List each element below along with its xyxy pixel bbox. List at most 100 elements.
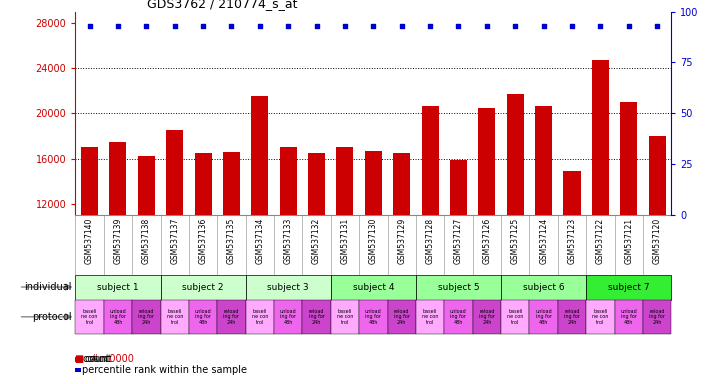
Text: unload
ing for
48h: unload ing for 48h (535, 309, 552, 325)
Bar (393, 153, 410, 339)
Bar (444, 300, 472, 334)
Bar (274, 300, 302, 334)
Bar (109, 142, 126, 339)
Bar (388, 300, 416, 334)
Bar (535, 106, 552, 339)
Text: ■  #cc0000: ■ #cc0000 (75, 354, 134, 364)
Bar (251, 96, 269, 339)
Text: GSM537125: GSM537125 (510, 218, 520, 264)
Point (567, 23, 578, 29)
Bar (331, 300, 359, 334)
Text: reload
ing for
24h: reload ing for 24h (564, 309, 580, 325)
Point (651, 23, 663, 29)
Text: GSM537136: GSM537136 (199, 218, 208, 265)
Bar (189, 300, 218, 334)
Bar (472, 300, 501, 334)
Text: subject 1: subject 1 (97, 283, 139, 291)
Point (339, 23, 350, 29)
Point (396, 23, 408, 29)
Point (481, 23, 493, 29)
Bar (365, 151, 382, 339)
Point (368, 23, 379, 29)
Text: GSM537134: GSM537134 (256, 218, 264, 265)
Text: count: count (83, 354, 110, 364)
Bar (218, 300, 246, 334)
Text: GSM537120: GSM537120 (653, 218, 662, 264)
Bar (620, 102, 638, 339)
Text: GSM537138: GSM537138 (142, 218, 151, 264)
Text: GSM537123: GSM537123 (567, 218, 577, 264)
Text: unload
ing for
48h: unload ing for 48h (450, 309, 467, 325)
Text: unload
ing for
48h: unload ing for 48h (280, 309, 297, 325)
Text: subject 6: subject 6 (523, 283, 564, 291)
Point (623, 23, 635, 29)
Point (254, 23, 266, 29)
Text: GSM537130: GSM537130 (369, 218, 378, 265)
Bar (75, 300, 104, 334)
Text: percentile rank within the sample: percentile rank within the sample (83, 365, 247, 375)
Text: subject 2: subject 2 (182, 283, 224, 291)
Bar (104, 300, 132, 334)
Point (453, 23, 465, 29)
Text: subject 3: subject 3 (267, 283, 309, 291)
Text: GSM537124: GSM537124 (539, 218, 548, 264)
Bar (302, 300, 331, 334)
Point (282, 23, 294, 29)
Text: GSM537131: GSM537131 (340, 218, 350, 264)
Bar (478, 108, 495, 339)
Text: unload
ing for
48h: unload ing for 48h (195, 309, 212, 325)
Text: baseli
ne con
trol: baseli ne con trol (422, 309, 438, 325)
Bar (615, 300, 643, 334)
Text: subject 4: subject 4 (353, 283, 394, 291)
Bar (161, 275, 246, 300)
Text: subject 7: subject 7 (608, 283, 650, 291)
Bar (331, 275, 416, 300)
Bar (558, 300, 586, 334)
Bar (643, 300, 671, 334)
Point (141, 23, 152, 29)
Text: protocol: protocol (32, 312, 72, 322)
Text: reload
ing for
24h: reload ing for 24h (649, 309, 665, 325)
Text: GSM537135: GSM537135 (227, 218, 236, 265)
Text: baseli
ne con
trol: baseli ne con trol (252, 309, 268, 325)
Bar (337, 147, 353, 339)
Bar (81, 147, 98, 339)
Bar (529, 300, 558, 334)
Bar (416, 275, 501, 300)
Bar (166, 130, 183, 339)
Bar (501, 300, 529, 334)
Point (112, 23, 123, 29)
Text: reload
ing for
24h: reload ing for 24h (139, 309, 154, 325)
Point (595, 23, 606, 29)
Point (225, 23, 237, 29)
Text: GSM537121: GSM537121 (624, 218, 633, 264)
Bar (450, 160, 467, 339)
Bar (223, 152, 240, 339)
Bar (507, 94, 523, 339)
Text: GSM537133: GSM537133 (284, 218, 293, 265)
Bar (308, 153, 325, 339)
Bar (195, 153, 212, 339)
Text: GSM537126: GSM537126 (482, 218, 491, 264)
Bar (592, 60, 609, 339)
Bar (564, 171, 581, 339)
Point (169, 23, 180, 29)
Bar (138, 156, 155, 339)
Point (510, 23, 521, 29)
Text: unload
ing for
48h: unload ing for 48h (110, 309, 126, 325)
Bar (280, 147, 297, 339)
Bar (586, 300, 615, 334)
Text: GSM537122: GSM537122 (596, 218, 605, 264)
Text: unload
ing for
48h: unload ing for 48h (620, 309, 637, 325)
Bar (359, 300, 388, 334)
Text: GSM537132: GSM537132 (312, 218, 321, 264)
Text: GSM537137: GSM537137 (170, 218, 180, 265)
Text: reload
ing for
24h: reload ing for 24h (393, 309, 410, 325)
Text: individual: individual (24, 282, 72, 292)
Text: GSM537139: GSM537139 (113, 218, 123, 265)
Text: baseli
ne con
trol: baseli ne con trol (507, 309, 523, 325)
Text: baseli
ne con
trol: baseli ne con trol (337, 309, 353, 325)
Text: baseli
ne con
trol: baseli ne con trol (81, 309, 98, 325)
Point (311, 23, 322, 29)
Bar (75, 275, 161, 300)
